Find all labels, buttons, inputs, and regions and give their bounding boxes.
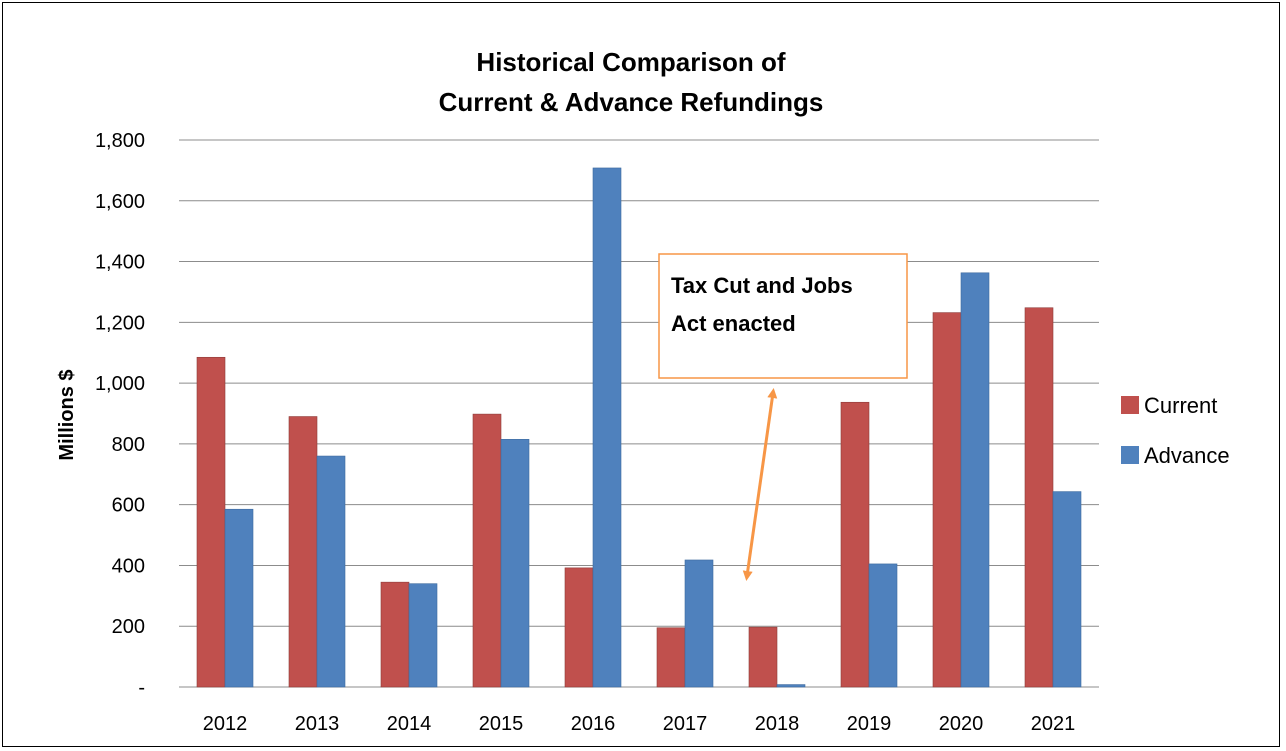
y-tick-label: 1,400 <box>95 252 145 274</box>
bar-current-2018 <box>748 626 778 688</box>
annotation-arrow <box>742 388 778 581</box>
x-tick-label: 2021 <box>1031 713 1076 735</box>
legend-swatch-current <box>1121 396 1139 414</box>
y-tick-label: - <box>138 677 145 699</box>
chart-title-line-1: Historical Comparison of <box>476 47 785 77</box>
bar-current-2014 <box>380 581 410 688</box>
annotation: Tax Cut and Jobs Act enacted <box>658 253 908 581</box>
y-tick-label: 600 <box>112 495 145 517</box>
bar-current-2012 <box>196 356 226 688</box>
x-tick-label: 2020 <box>939 713 984 735</box>
y-tick-label: 800 <box>112 434 145 456</box>
x-tick-label: 2016 <box>571 713 616 735</box>
x-tick-label: 2014 <box>387 713 432 735</box>
x-tick-label: 2013 <box>295 713 340 735</box>
bars <box>196 167 1082 688</box>
bar-current-2016 <box>564 567 594 688</box>
bar-advance-2015 <box>500 439 530 688</box>
bar-advance-2021 <box>1052 491 1082 688</box>
bar-advance-2016 <box>592 167 622 688</box>
y-tick-label: 1,600 <box>95 191 145 213</box>
annotation-text-line: Act enacted <box>671 311 796 336</box>
chart-svg: Historical Comparison of Current & Advan… <box>56 47 1230 735</box>
legend: Current Advance <box>1121 393 1230 468</box>
y-tick-label: 1,000 <box>95 373 145 395</box>
bar-current-2021 <box>1024 307 1054 688</box>
bar-advance-2014 <box>408 583 438 688</box>
y-tick-label: 1,200 <box>95 312 145 334</box>
y-tick-label: 400 <box>112 555 145 577</box>
y-axis-ticks: - 200 400 600 800 1,000 1,200 1,400 1,600 1,800 <box>95 130 145 699</box>
bar-advance-2017 <box>684 559 714 688</box>
annotation-text-line: Tax Cut and Jobs <box>671 273 853 298</box>
x-tick-label: 2019 <box>847 713 892 735</box>
x-tick-label: 2012 <box>203 713 248 735</box>
bar-current-2017 <box>656 627 686 688</box>
x-axis-ticks: 2012 2013 2014 2015 2016 2017 2018 2019 2020 2021 <box>203 713 1076 735</box>
chart-title: Historical Comparison of Current & Advan… <box>439 47 824 117</box>
y-tick-label: 1,800 <box>95 130 145 152</box>
legend-swatch-advance <box>1121 446 1139 464</box>
x-tick-label: 2017 <box>663 713 708 735</box>
bar-advance-2019 <box>868 563 898 688</box>
bar-current-2019 <box>840 401 870 688</box>
legend-label-advance: Advance <box>1144 443 1230 468</box>
y-tick-label: 200 <box>112 616 145 638</box>
bar-advance-2018 <box>776 684 806 688</box>
bar-current-2020 <box>932 312 962 688</box>
bar-advance-2012 <box>224 508 254 688</box>
bar-advance-2013 <box>316 455 346 688</box>
x-tick-label: 2018 <box>755 713 800 735</box>
chart-title-line-2: Current & Advance Refundings <box>439 87 824 117</box>
x-tick-label: 2015 <box>479 713 524 735</box>
annotation-box <box>658 253 908 379</box>
bar-advance-2020 <box>960 272 990 688</box>
legend-label-current: Current <box>1144 393 1217 418</box>
y-axis-label: Millions $ <box>56 369 78 460</box>
bar-current-2013 <box>288 416 318 688</box>
bar-current-2015 <box>472 413 502 688</box>
